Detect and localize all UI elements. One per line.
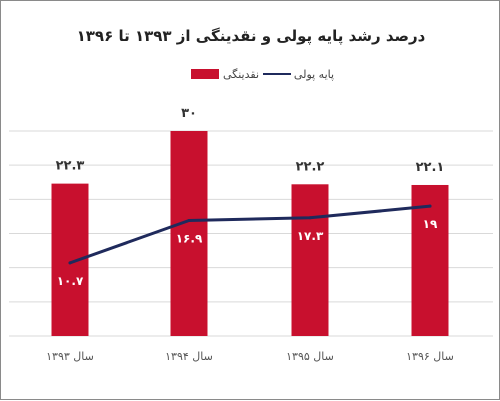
- line-point-monetary-base-1: [187, 219, 191, 223]
- line-label-monetary-base-0: ۱۰.۷: [57, 274, 84, 288]
- legend: نقدینگی پایه پولی: [191, 68, 334, 81]
- line-monetary-base: [68, 204, 432, 265]
- bar-liquidity-1: [170, 131, 208, 336]
- bar-label-liquidity-2: ۲۲.۲: [296, 159, 325, 174]
- line-series: [68, 204, 432, 265]
- gridlines: [9, 130, 493, 337]
- legend-label-liquidity: نقدینگی: [223, 68, 259, 81]
- line-label-monetary-base-2: ۱۷.۳: [297, 229, 324, 243]
- bar-label-liquidity-0: ۲۲.۳: [56, 159, 85, 174]
- category-labels: سال ۱۳۹۳ سال ۱۳۹۴ سال ۱۳۹۵ سال ۱۳۹۶: [46, 350, 454, 363]
- category-label-1: سال ۱۳۹۴: [165, 350, 213, 363]
- category-label-3: سال ۱۳۹۶: [406, 350, 454, 363]
- bar-label-liquidity-3: ۲۲.۱: [416, 160, 445, 175]
- bars: [51, 131, 449, 336]
- line-label-monetary-base-3: ۱۹: [423, 217, 438, 231]
- line-point-monetary-base-3: [428, 204, 432, 208]
- chart-title: درصد رشد پایه پولی و نقدینگی از ۱۳۹۳ تا …: [77, 27, 426, 46]
- bar-labels: ۲۲.۳ ۳۰ ۲۲.۲ ۲۲.۱: [56, 106, 445, 175]
- category-label-2: سال ۱۳۹۵: [286, 350, 334, 363]
- category-label-0: سال ۱۳۹۳: [46, 350, 94, 363]
- bar-liquidity-3: [411, 184, 449, 336]
- line-labels: ۱۰.۷ ۱۶.۹ ۱۷.۳ ۱۹: [57, 217, 438, 288]
- bar-label-liquidity-1: ۳۰: [181, 106, 197, 121]
- legend-swatch-liquidity: [191, 69, 219, 79]
- legend-label-monetary-base: پایه پولی: [294, 68, 334, 81]
- line-point-monetary-base-2: [308, 216, 312, 220]
- line-label-monetary-base-1: ۱۶.۹: [176, 232, 203, 246]
- line-point-monetary-base-0: [68, 261, 72, 265]
- bar-liquidity-2: [291, 184, 329, 336]
